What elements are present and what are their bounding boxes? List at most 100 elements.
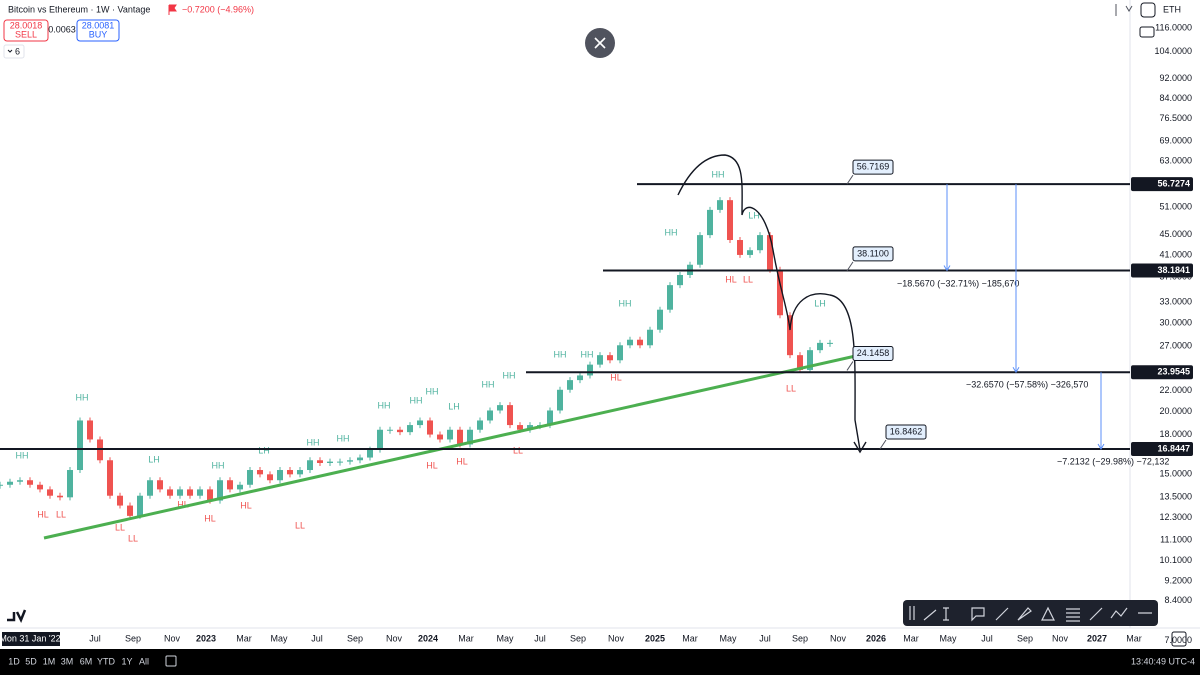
price-tick-label: 76.5000 [1159,113,1192,123]
swing-label: HH [307,437,320,447]
swing-label: HH [554,349,567,359]
top-controls[interactable] [1115,4,1133,16]
callout-box [852,159,894,175]
currency-icon[interactable] [1140,2,1156,18]
candle [427,420,433,435]
range-button[interactable]: All [139,656,149,666]
range-button[interactable]: 1Y [121,656,132,666]
logo [7,609,27,624]
swing-label: LH [448,401,460,411]
candle [757,235,763,251]
candle [327,461,333,463]
range-button[interactable]: 1D [8,656,20,666]
callout-pointer [846,361,854,371]
time-label: 2024 [418,633,438,643]
candle [807,350,813,370]
candle [197,489,203,496]
indicator-toggle[interactable] [3,44,25,59]
candle [667,285,673,310]
flag-icon[interactable] [168,4,177,15]
candle [287,470,293,475]
candle [487,410,493,421]
time-label: May [270,633,288,643]
callout-pointer [846,174,854,185]
buy-price: 28.0081 [82,20,115,30]
time-label: Mar [458,633,474,643]
candle [117,495,123,506]
swing-label: LL [743,274,753,284]
price-tick-label: 33.0000 [1159,297,1192,307]
price-tick-label: 9.2000 [1164,575,1192,585]
time-label: Jul [89,633,101,643]
toolbar-icons[interactable] [909,606,1152,622]
level-price-label: 23.9545 [1157,367,1190,377]
clock: 13:40:49 UTC-4 [1131,656,1195,666]
candle [597,355,603,365]
price-tick-label: 45.0000 [1159,229,1192,239]
callout-box [852,345,894,361]
level-price-box [1131,442,1193,457]
candle [187,489,193,496]
measure-label: −7.2132 (−29.98%) −72,132 [1057,456,1169,466]
candle [277,470,283,481]
candle [587,364,593,376]
swing-label: HH [665,227,678,237]
callout-label: 24.1458 [857,348,890,358]
time-label: Jul [759,633,771,643]
candle [337,461,343,463]
candle [237,484,243,490]
swing-label: LH [148,454,160,464]
candle [217,480,223,501]
range-button[interactable]: 6M [80,656,93,666]
buy-button[interactable] [76,19,120,42]
swing-label: HL [725,274,737,284]
candle [47,489,53,496]
candle [407,425,413,433]
candle [547,410,553,426]
candle [417,420,423,426]
buy-label: BUY [89,29,108,39]
range-button[interactable]: 3M [61,656,74,666]
candle [557,389,563,411]
settings-icon[interactable] [1171,631,1187,647]
swing-label: HL [37,509,49,519]
candle [227,480,233,490]
swing-label: LL [513,445,523,455]
swing-label: HL [204,513,216,523]
range-button[interactable]: YTD [97,656,116,666]
price-tick-label: 63.0000 [1159,156,1192,166]
swing-label: HH [337,433,350,443]
level-price-label: 38.1841 [1157,265,1190,275]
candle [307,460,313,471]
candle [467,429,473,445]
swing-label: HH [482,379,495,389]
swing-label: LH [748,210,760,220]
candle [767,235,773,270]
time-label: Jul [311,633,323,643]
range-button[interactable]: 1M [43,656,56,666]
measure-label: −32.6570 (−57.58%) −326,570 [966,379,1088,389]
sell-button[interactable] [3,19,49,42]
time-label: Nov [1052,633,1069,643]
sell-price: 28.0018 [10,20,43,30]
swing-label: HH [503,370,516,380]
swing-label: HH [16,450,29,460]
candle [827,342,833,344]
time-label: Mar [1126,633,1142,643]
candle [7,481,13,485]
scale-icon[interactable] [1139,26,1155,38]
range-button[interactable]: 5D [25,656,37,666]
swing-label: HH [712,169,725,179]
price-tick-label: 27.0000 [1159,340,1192,350]
price-tick-label: 69.0000 [1159,136,1192,146]
candle [497,405,503,411]
candle [147,480,153,496]
candle [797,355,803,370]
candle [167,489,173,496]
calendar-icon[interactable] [165,655,177,667]
swing-label: HL [177,499,189,509]
swing-label: HH [426,386,439,396]
candle [317,460,323,463]
symbol-title: Bitcoin vs Ethereum · 1W · Vantage [8,4,150,14]
